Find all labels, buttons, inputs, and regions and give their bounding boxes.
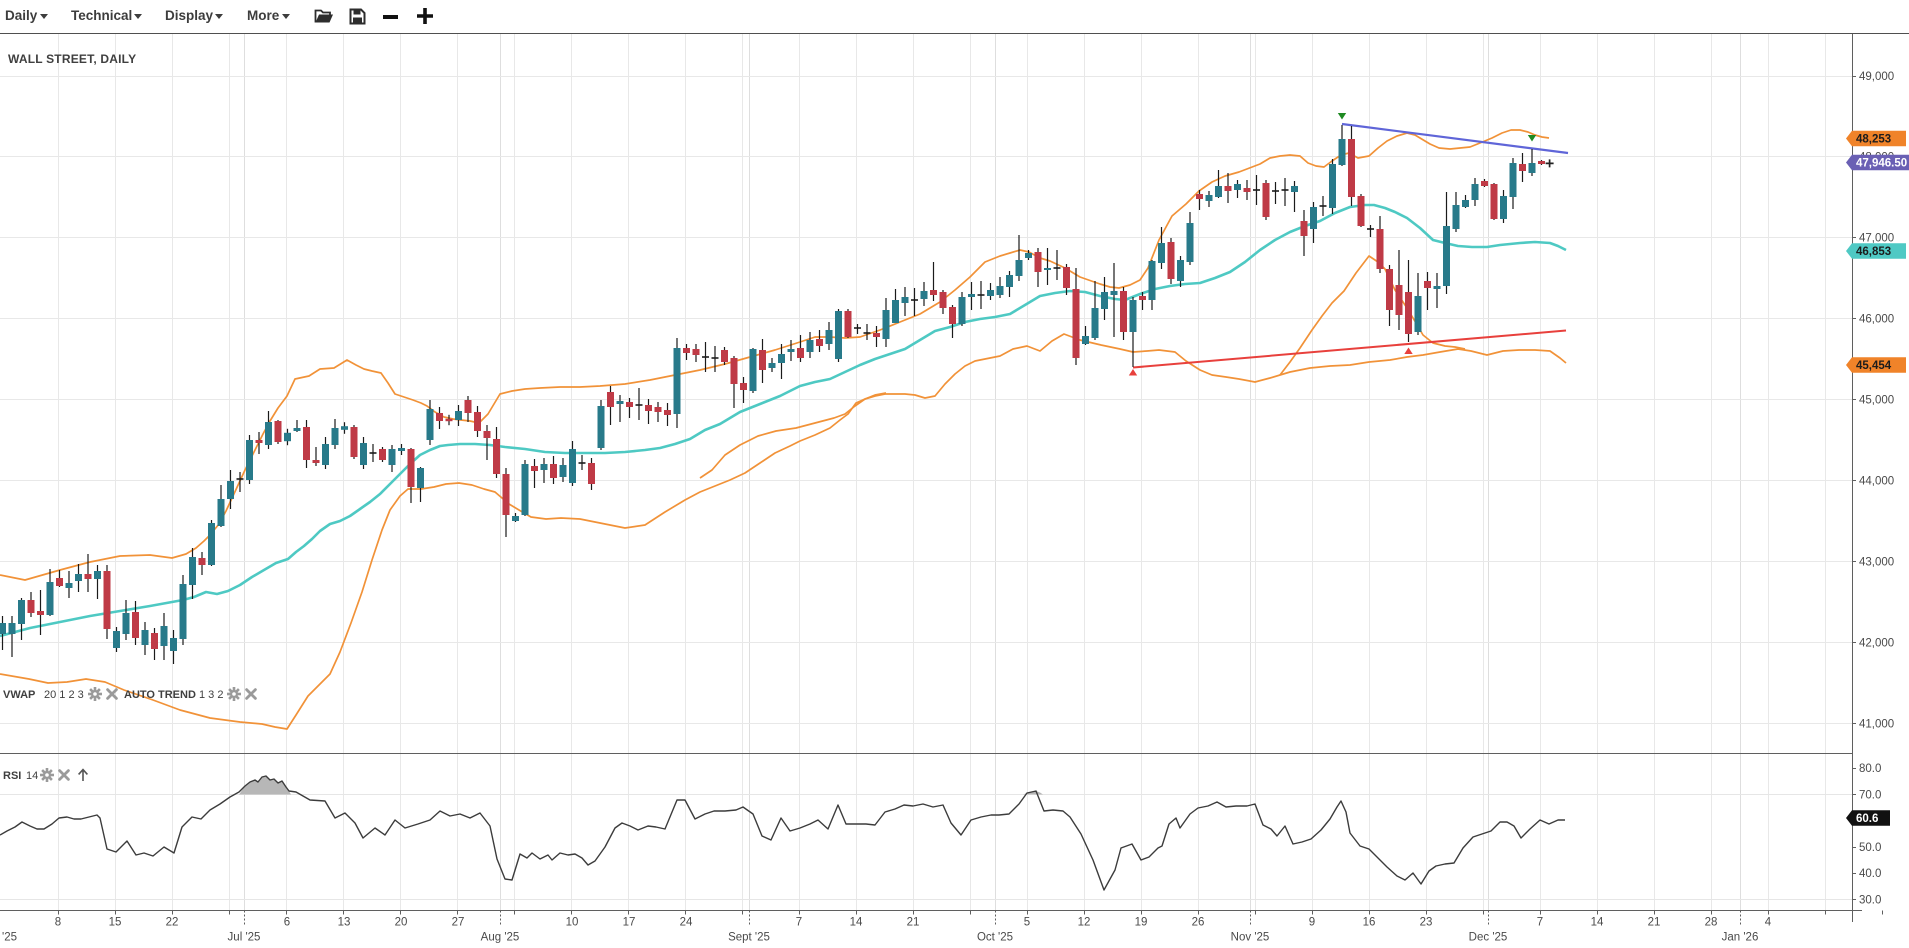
svg-text:47,000: 47,000	[1859, 233, 1894, 245]
svg-text:50.0: 50.0	[1859, 842, 1881, 854]
svg-text:9: 9	[1309, 917, 1315, 929]
svg-text:10: 10	[566, 917, 579, 929]
svg-text:26: 26	[1192, 917, 1205, 929]
svg-text:40.0: 40.0	[1859, 868, 1881, 880]
svg-text:Jan '26: Jan '26	[1722, 932, 1759, 944]
svg-text:45,454: 45,454	[1856, 360, 1892, 372]
svg-text:Sept '25: Sept '25	[728, 932, 770, 944]
svg-text:6: 6	[284, 917, 290, 929]
svg-text:19: 19	[1135, 917, 1148, 929]
svg-text:'25: '25	[2, 932, 17, 944]
svg-text:24: 24	[680, 917, 693, 929]
svg-text:20: 20	[395, 917, 408, 929]
svg-text:42,000: 42,000	[1859, 637, 1894, 649]
svg-text:4: 4	[1765, 917, 1772, 929]
svg-text:14: 14	[1591, 917, 1604, 929]
svg-text:45,000: 45,000	[1859, 395, 1894, 407]
svg-text:22: 22	[166, 917, 179, 929]
svg-text:Dec '25: Dec '25	[1469, 932, 1508, 944]
svg-text:23: 23	[1420, 917, 1433, 929]
svg-text:Jul '25: Jul '25	[228, 932, 261, 944]
svg-text:5: 5	[1024, 917, 1030, 929]
svg-text:46,000: 46,000	[1859, 314, 1894, 326]
svg-text:43,000: 43,000	[1859, 556, 1894, 568]
svg-text:30.0: 30.0	[1859, 894, 1881, 906]
svg-text:28: 28	[1705, 917, 1718, 929]
svg-text:Aug '25: Aug '25	[481, 932, 520, 944]
svg-text:7: 7	[796, 917, 802, 929]
svg-text:12: 12	[1078, 917, 1091, 929]
svg-text:44,000: 44,000	[1859, 476, 1894, 488]
svg-text:VWAP: VWAP	[3, 689, 35, 701]
svg-text:15: 15	[109, 917, 122, 929]
svg-text:41,000: 41,000	[1859, 718, 1894, 730]
svg-text:14: 14	[26, 770, 38, 782]
svg-text:1 3 2: 1 3 2	[199, 689, 223, 701]
svg-text:8: 8	[55, 917, 61, 929]
svg-text:14: 14	[850, 917, 863, 929]
svg-text:21: 21	[1648, 917, 1661, 929]
svg-text:47,946.50: 47,946.50	[1856, 157, 1907, 169]
svg-text:27: 27	[452, 917, 465, 929]
svg-text:Nov '25: Nov '25	[1231, 932, 1270, 944]
svg-text:48,253: 48,253	[1856, 133, 1891, 145]
svg-text:RSI: RSI	[3, 770, 21, 782]
svg-text:21: 21	[907, 917, 920, 929]
svg-text:WALL STREET, DAILY: WALL STREET, DAILY	[8, 52, 136, 66]
svg-text:7: 7	[1537, 917, 1543, 929]
svg-text:49,000: 49,000	[1859, 71, 1894, 83]
svg-text:AUTO TREND: AUTO TREND	[124, 689, 196, 701]
svg-text:13: 13	[338, 917, 351, 929]
svg-text:20 1 2 3: 20 1 2 3	[44, 689, 84, 701]
svg-text:16: 16	[1363, 917, 1376, 929]
svg-text:46,853: 46,853	[1856, 246, 1891, 258]
svg-text:17: 17	[623, 917, 636, 929]
svg-text:80.0: 80.0	[1859, 763, 1881, 775]
svg-text:70.0: 70.0	[1859, 789, 1881, 801]
svg-text:Oct '25: Oct '25	[977, 932, 1013, 944]
svg-text:60.6: 60.6	[1856, 813, 1878, 825]
